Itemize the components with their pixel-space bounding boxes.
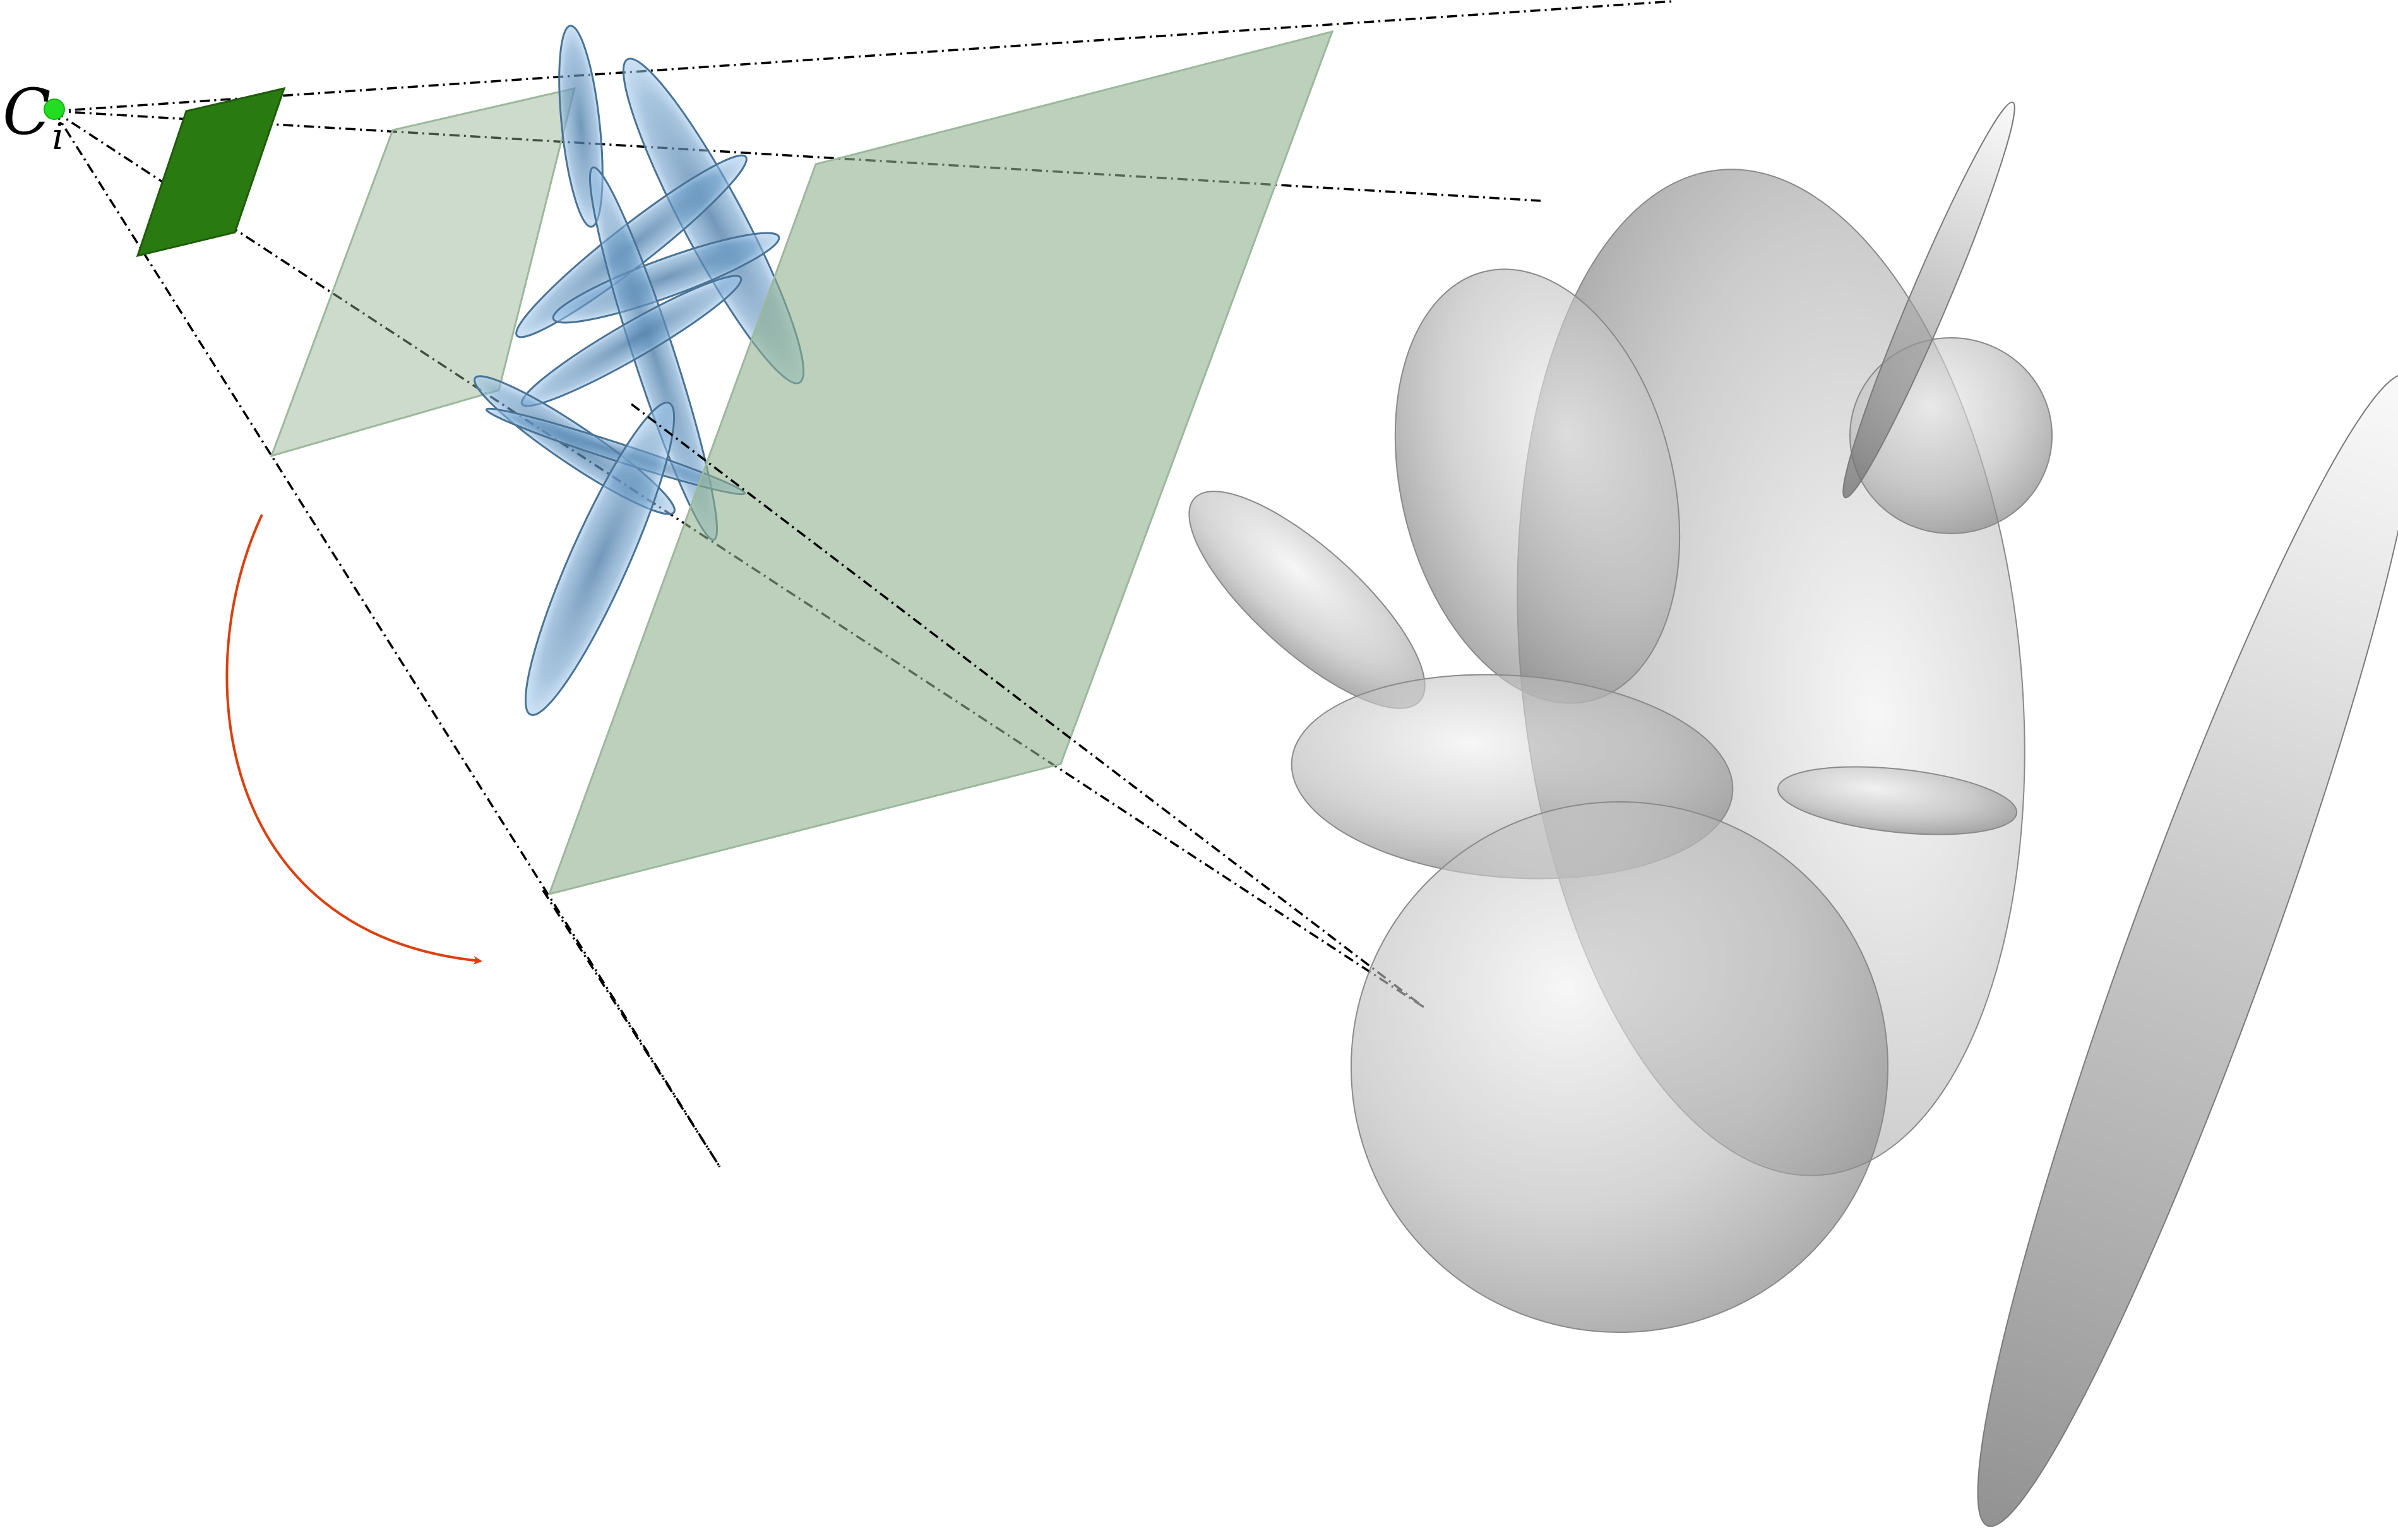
camera-label-main: C bbox=[3, 75, 51, 149]
curved-arrow-icon bbox=[225, 514, 482, 965]
camera-label-subscript: i bbox=[52, 115, 64, 158]
projection-plane-far bbox=[547, 30, 1334, 896]
camera-label: Ci bbox=[3, 81, 64, 155]
projected-gaussian bbox=[552, 232, 780, 324]
image-plane bbox=[136, 87, 286, 258]
camera-center-dot-icon bbox=[44, 98, 65, 120]
projected-gaussian bbox=[524, 402, 676, 716]
gaussian-3d bbox=[1842, 101, 2015, 499]
gaussians-3d bbox=[1188, 101, 2398, 1527]
frustum-rays-front bbox=[542, 403, 1425, 1167]
gaussian-3d bbox=[1351, 801, 1888, 1333]
projected-gaussians bbox=[474, 25, 805, 716]
gaussian-3d bbox=[1777, 766, 2018, 835]
frustum-ray-lower-front bbox=[542, 890, 721, 1167]
frustum-ray-top bbox=[54, 0, 1674, 112]
frustum-ray-upper bbox=[54, 110, 1541, 202]
gaussian-3d bbox=[1977, 373, 2398, 1527]
